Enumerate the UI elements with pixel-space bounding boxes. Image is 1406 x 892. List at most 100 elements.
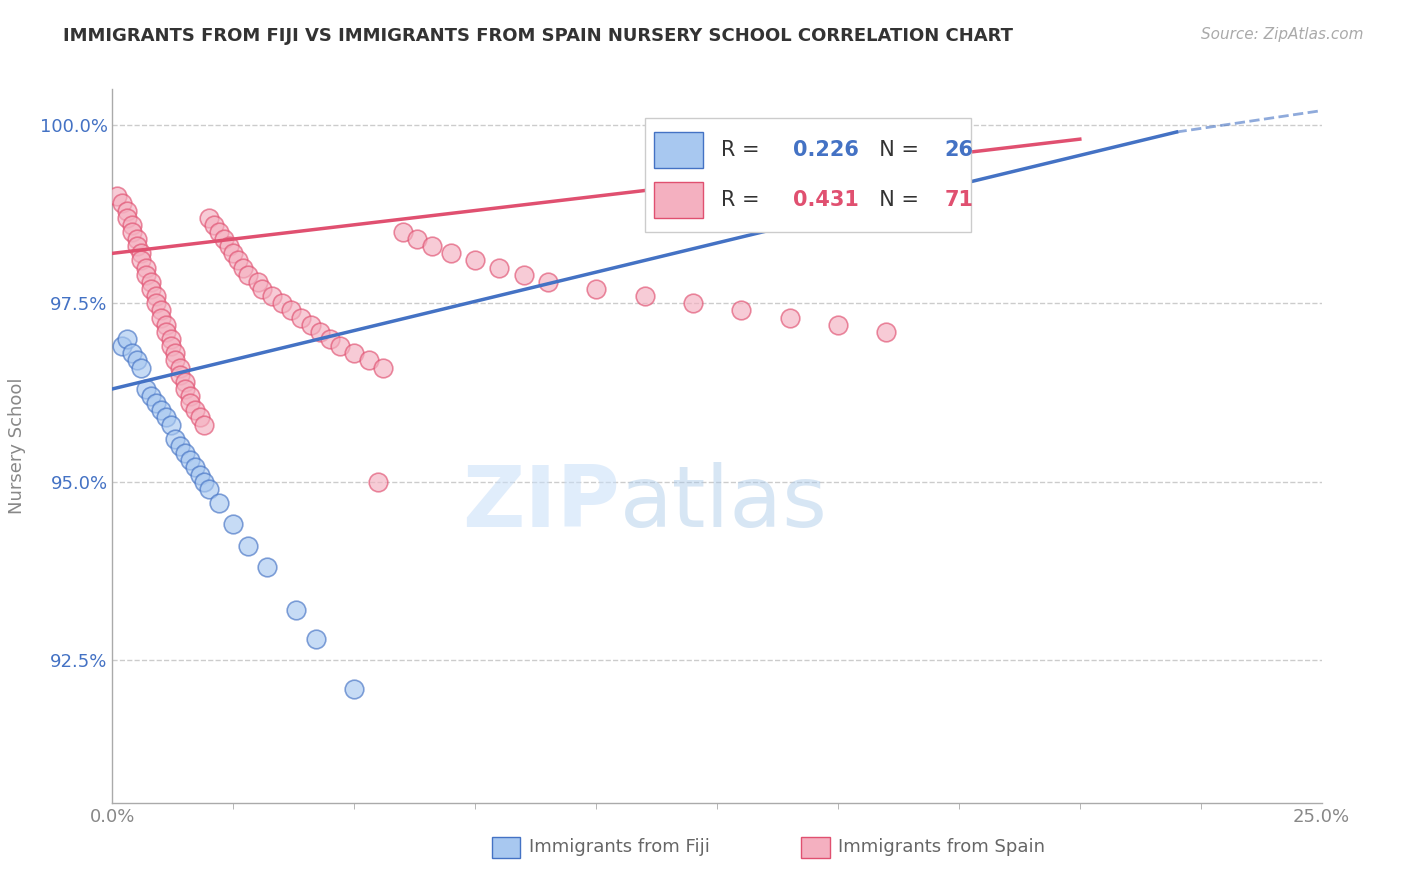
Point — [232, 260, 254, 275]
Point — [406, 232, 429, 246]
Point — [280, 303, 302, 318]
Point — [537, 275, 560, 289]
Point — [125, 353, 148, 368]
Point — [149, 310, 172, 325]
Point — [179, 396, 201, 410]
Point — [391, 225, 413, 239]
Point — [169, 368, 191, 382]
Point — [262, 289, 284, 303]
Y-axis label: Nursery School: Nursery School — [7, 377, 25, 515]
Point — [464, 253, 486, 268]
Point — [121, 225, 143, 239]
Point — [149, 303, 172, 318]
Point — [125, 239, 148, 253]
Point — [183, 403, 205, 417]
Point — [193, 475, 215, 489]
Point — [256, 560, 278, 574]
Point — [198, 211, 221, 225]
Point — [145, 289, 167, 303]
Text: 26: 26 — [945, 140, 973, 160]
Point — [159, 332, 181, 346]
Point — [218, 239, 240, 253]
Text: N =: N = — [866, 190, 925, 210]
Point — [169, 360, 191, 375]
Point — [159, 339, 181, 353]
Point — [155, 325, 177, 339]
Text: Immigrants from Fiji: Immigrants from Fiji — [529, 838, 710, 856]
Point — [222, 246, 245, 260]
Point — [174, 382, 197, 396]
FancyBboxPatch shape — [644, 118, 972, 232]
Point — [141, 275, 163, 289]
Point — [183, 460, 205, 475]
Point — [145, 396, 167, 410]
Point — [827, 318, 849, 332]
Text: 71: 71 — [945, 190, 973, 210]
Point — [135, 260, 157, 275]
Point — [165, 353, 187, 368]
Point — [357, 353, 380, 368]
Point — [165, 432, 187, 446]
Text: R =: R = — [721, 140, 766, 160]
Point — [115, 211, 138, 225]
Point — [875, 325, 897, 339]
Point — [252, 282, 274, 296]
Point — [121, 346, 143, 360]
Point — [174, 446, 197, 460]
Point — [367, 475, 389, 489]
Point — [304, 632, 326, 646]
Point — [633, 289, 655, 303]
Point — [512, 268, 534, 282]
Point — [159, 417, 181, 432]
Point — [145, 296, 167, 310]
Point — [329, 339, 352, 353]
Point — [121, 218, 143, 232]
Point — [440, 246, 463, 260]
Point — [420, 239, 443, 253]
Point — [682, 296, 704, 310]
Point — [779, 310, 801, 325]
Point — [208, 225, 231, 239]
Text: atlas: atlas — [620, 461, 828, 545]
Point — [488, 260, 510, 275]
Point — [730, 303, 752, 318]
Point — [135, 382, 157, 396]
Point — [246, 275, 269, 289]
Text: 0.226: 0.226 — [793, 140, 859, 160]
Text: Source: ZipAtlas.com: Source: ZipAtlas.com — [1201, 27, 1364, 42]
Point — [188, 410, 211, 425]
Point — [131, 246, 153, 260]
Point — [270, 296, 292, 310]
Point — [179, 389, 201, 403]
Point — [343, 346, 366, 360]
Point — [198, 482, 221, 496]
Point — [202, 218, 225, 232]
Point — [290, 310, 312, 325]
Point — [222, 517, 245, 532]
Point — [141, 389, 163, 403]
Point — [155, 318, 177, 332]
Point — [105, 189, 128, 203]
Point — [169, 439, 191, 453]
Point — [131, 253, 153, 268]
Point — [193, 417, 215, 432]
Point — [155, 410, 177, 425]
Point — [131, 360, 153, 375]
Point — [135, 268, 157, 282]
Point — [236, 539, 259, 553]
Point — [319, 332, 342, 346]
Point — [309, 325, 332, 339]
Point — [226, 253, 249, 268]
Text: N =: N = — [866, 140, 925, 160]
Text: R =: R = — [721, 190, 766, 210]
FancyBboxPatch shape — [654, 182, 703, 218]
Point — [212, 232, 235, 246]
Point — [174, 375, 197, 389]
Point — [285, 603, 308, 617]
Point — [125, 232, 148, 246]
Point — [208, 496, 231, 510]
Text: IMMIGRANTS FROM FIJI VS IMMIGRANTS FROM SPAIN NURSERY SCHOOL CORRELATION CHART: IMMIGRANTS FROM FIJI VS IMMIGRANTS FROM … — [63, 27, 1014, 45]
Point — [179, 453, 201, 467]
Point — [299, 318, 322, 332]
FancyBboxPatch shape — [654, 132, 703, 168]
